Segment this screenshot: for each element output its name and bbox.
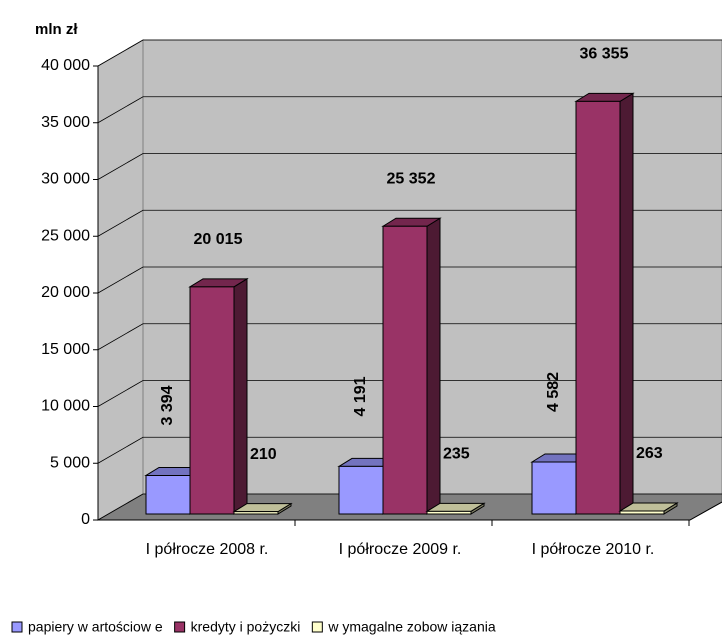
y-tick-label: 30 000 — [41, 171, 90, 188]
grid-line — [97, 493, 722, 521]
bar-face — [145, 474, 191, 515]
bar-face — [233, 277, 248, 515]
legend-swatch — [11, 621, 23, 633]
value-label: 263 — [636, 445, 663, 462]
value-label: 25 352 — [387, 170, 436, 187]
value-label: 4 191 — [352, 376, 369, 416]
y-tick-label: 20 000 — [41, 284, 90, 301]
y-tick-label: 10 000 — [41, 398, 90, 415]
y-axis-title: mln zł — [35, 21, 78, 38]
y-tick-label: 0 — [81, 511, 90, 528]
grid-line — [97, 380, 722, 407]
legend-label: kredyty i pożyczki — [191, 619, 301, 635]
grid-line — [97, 153, 722, 180]
bar — [188, 277, 249, 515]
value-label: 4 582 — [545, 372, 562, 412]
x-tick-label: I półrocze 2008 r. — [146, 541, 269, 558]
value-label: 20 015 — [194, 231, 243, 248]
y-tick-label: 35 000 — [41, 114, 90, 131]
legend-swatch — [174, 621, 186, 633]
grid-line — [97, 323, 722, 351]
bar — [574, 92, 635, 515]
value-label: 3 394 — [159, 385, 176, 425]
bar — [425, 502, 486, 515]
legend-label: papiery w artościow e — [28, 619, 163, 635]
legend-label: w ymagalne zobow iązania — [327, 619, 496, 635]
grid-line — [97, 266, 722, 294]
x-tick-label: I półrocze 2009 r. — [339, 541, 462, 558]
bar-face — [619, 92, 634, 515]
value-label: 36 355 — [580, 46, 629, 63]
bar-face — [426, 510, 472, 515]
bar — [618, 502, 679, 515]
value-label: 210 — [250, 446, 277, 463]
legend-swatch — [311, 621, 323, 633]
x-axis-depth — [689, 501, 722, 521]
bar-face — [189, 286, 235, 515]
x-tick-label: I półrocze 2010 r. — [532, 541, 655, 558]
value-label: 235 — [443, 446, 470, 463]
y-tick-label: 40 000 — [41, 57, 90, 74]
bar-face — [575, 100, 621, 515]
bar — [381, 217, 442, 515]
bar-face — [426, 217, 441, 515]
grid-line — [97, 436, 722, 464]
bar-face — [619, 510, 665, 515]
grid-line — [97, 209, 722, 237]
y-tick-label: 5 000 — [50, 454, 90, 471]
grid-line — [97, 39, 722, 67]
bar-face — [531, 461, 577, 515]
y-tick-label: 15 000 — [41, 341, 90, 358]
bar-face — [338, 465, 384, 515]
bar-face — [233, 511, 279, 515]
bar — [232, 502, 293, 515]
y-tick-label: 25 000 — [41, 227, 90, 244]
bar-face — [382, 225, 428, 515]
grid-line — [97, 96, 722, 124]
